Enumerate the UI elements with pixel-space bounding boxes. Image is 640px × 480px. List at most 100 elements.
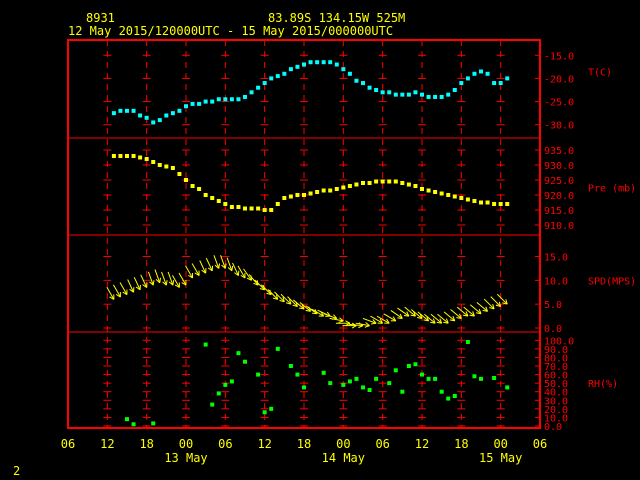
temperature-point xyxy=(315,60,320,65)
wind-barb-head xyxy=(472,311,475,317)
temperature-point xyxy=(164,113,169,118)
wind-barb-shaft xyxy=(323,313,337,319)
temperature-point xyxy=(216,97,221,102)
temperature-point xyxy=(236,97,241,102)
wind-barb-head xyxy=(135,286,141,291)
pressure-point xyxy=(406,182,411,187)
wind-barb-head xyxy=(465,311,469,317)
x-tick-label: 12 xyxy=(100,437,114,451)
station-location: 83.89S 134.15W 525M xyxy=(268,11,405,25)
pressure-point xyxy=(177,172,182,176)
wind-barb-shaft xyxy=(243,268,252,281)
wind-barb-head xyxy=(122,291,128,296)
wind-barb-head xyxy=(174,284,180,288)
temperature-point xyxy=(446,92,451,97)
temperature-point xyxy=(157,118,162,123)
wind-barb-head xyxy=(439,318,443,324)
humidity-point xyxy=(288,364,293,368)
wind-barb-head xyxy=(227,267,233,272)
pressure-point xyxy=(164,164,169,169)
humidity-tick-label: 10.0 xyxy=(544,413,568,424)
x-day-label: 13 May xyxy=(164,451,207,465)
wind-barb-head xyxy=(162,281,167,286)
humidity-point xyxy=(406,364,411,368)
pressure-point xyxy=(354,182,359,187)
temperature-point xyxy=(361,81,365,86)
station-id: 8931 xyxy=(86,11,115,25)
wind-barb xyxy=(370,315,384,324)
wind-barb xyxy=(191,263,200,277)
x-tick-label: 00 xyxy=(179,437,193,451)
wind-barb xyxy=(476,301,489,312)
wind-barb-head xyxy=(492,304,495,310)
wind-barb-head xyxy=(214,264,220,269)
wind-barb xyxy=(113,284,121,298)
pressure-tick-label: 915.0 xyxy=(544,206,574,217)
humidity-point xyxy=(387,381,392,386)
wind-barb xyxy=(355,322,370,328)
wind-barb-shaft xyxy=(390,310,403,319)
time-period: 12 May 2015/120000UTC - 15 May 2015/0000… xyxy=(68,24,393,38)
humidity-point xyxy=(341,382,346,387)
x-day-label: 15 May xyxy=(479,451,522,465)
wind-barb-head xyxy=(275,294,279,300)
wind-barb-shaft xyxy=(476,301,488,312)
humidity-point xyxy=(446,396,451,401)
wind-barb-shaft xyxy=(299,301,311,312)
wind-barb-head xyxy=(224,263,227,269)
wind-barb-shaft xyxy=(113,284,121,298)
pressure-point xyxy=(144,157,149,161)
humidity-point xyxy=(216,391,221,396)
wind-barb-head xyxy=(165,280,168,286)
wind-barb-shaft xyxy=(397,307,410,317)
wind-barb xyxy=(172,275,180,288)
wind-barb xyxy=(362,317,377,325)
wind-barb-shaft xyxy=(443,311,456,322)
wind-barb-shaft xyxy=(404,306,416,317)
wind-barb-head xyxy=(416,316,423,319)
wind-barb-head xyxy=(386,318,390,324)
wind-tick-label: 5.0 xyxy=(544,300,562,311)
pressure-point xyxy=(131,154,136,158)
humidity-tick-label: 100.0 xyxy=(544,336,574,347)
pressure-tick-label: 910.0 xyxy=(544,221,574,232)
pressure-point xyxy=(111,154,116,158)
wind-barb-shaft xyxy=(232,262,239,276)
wind-barb-head xyxy=(312,312,318,315)
wind-barb-head xyxy=(338,320,344,323)
wind-barb-head xyxy=(406,311,410,317)
wind-barb-head xyxy=(410,314,416,317)
wind-barb-head xyxy=(142,284,147,288)
wind-barb-head xyxy=(231,265,234,271)
wind-barb xyxy=(383,313,397,322)
pressure-point xyxy=(321,188,326,193)
temperature-point xyxy=(347,71,352,76)
temperature-point xyxy=(426,94,431,99)
pressure-point xyxy=(249,206,254,211)
wind-barb-head xyxy=(207,267,213,272)
temperature-point xyxy=(269,76,274,81)
wind-barb-shaft xyxy=(106,287,115,300)
humidity-point xyxy=(452,394,457,398)
x-tick-label: 12 xyxy=(415,437,429,451)
wind-barb-head xyxy=(456,316,462,319)
wind-barb-head xyxy=(289,299,292,305)
wind-barb-shaft xyxy=(483,298,495,310)
temperature-point xyxy=(321,60,326,65)
temperature-point xyxy=(302,62,306,67)
humidity-tick-label: 80.0 xyxy=(544,353,568,364)
humidity-point xyxy=(229,379,234,384)
temperature-point xyxy=(184,104,188,109)
x-tick-label: 06 xyxy=(218,437,232,451)
temperature-point xyxy=(472,71,477,76)
wind-barb xyxy=(456,306,469,317)
temperature-point xyxy=(125,108,129,113)
pressure-point xyxy=(138,155,143,160)
wind-barb-head xyxy=(234,272,239,276)
wind-barb-head xyxy=(485,306,489,312)
wind-barb xyxy=(254,279,266,291)
humidity-point xyxy=(413,362,418,367)
humidity-panel-label: RH(%) xyxy=(588,379,618,390)
wind-barb-head xyxy=(188,274,193,279)
